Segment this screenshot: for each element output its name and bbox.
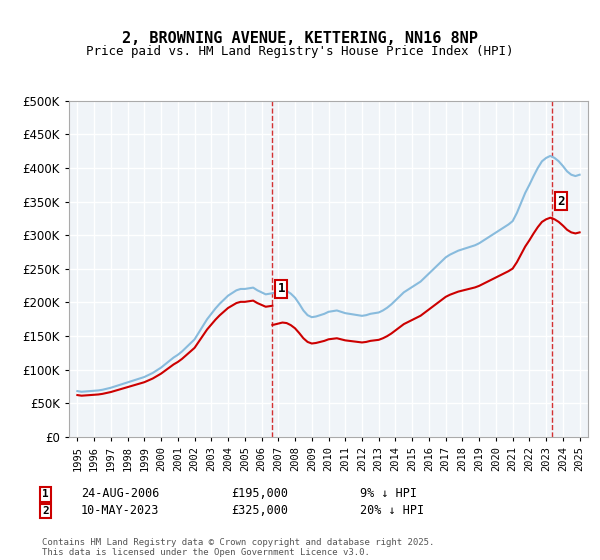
Text: 2: 2 bbox=[42, 506, 49, 516]
Text: Contains HM Land Registry data © Crown copyright and database right 2025.
This d: Contains HM Land Registry data © Crown c… bbox=[42, 538, 434, 557]
Text: 9% ↓ HPI: 9% ↓ HPI bbox=[360, 487, 417, 500]
Text: 20% ↓ HPI: 20% ↓ HPI bbox=[360, 504, 424, 517]
Text: 2: 2 bbox=[557, 195, 565, 208]
Text: 1: 1 bbox=[277, 282, 285, 295]
Text: 2, BROWNING AVENUE, KETTERING, NN16 8NP: 2, BROWNING AVENUE, KETTERING, NN16 8NP bbox=[122, 31, 478, 46]
Text: £325,000: £325,000 bbox=[231, 504, 288, 517]
Text: 10-MAY-2023: 10-MAY-2023 bbox=[81, 504, 160, 517]
Text: £195,000: £195,000 bbox=[231, 487, 288, 500]
Text: 1: 1 bbox=[42, 489, 49, 500]
Text: 24-AUG-2006: 24-AUG-2006 bbox=[81, 487, 160, 500]
Text: Price paid vs. HM Land Registry's House Price Index (HPI): Price paid vs. HM Land Registry's House … bbox=[86, 45, 514, 58]
